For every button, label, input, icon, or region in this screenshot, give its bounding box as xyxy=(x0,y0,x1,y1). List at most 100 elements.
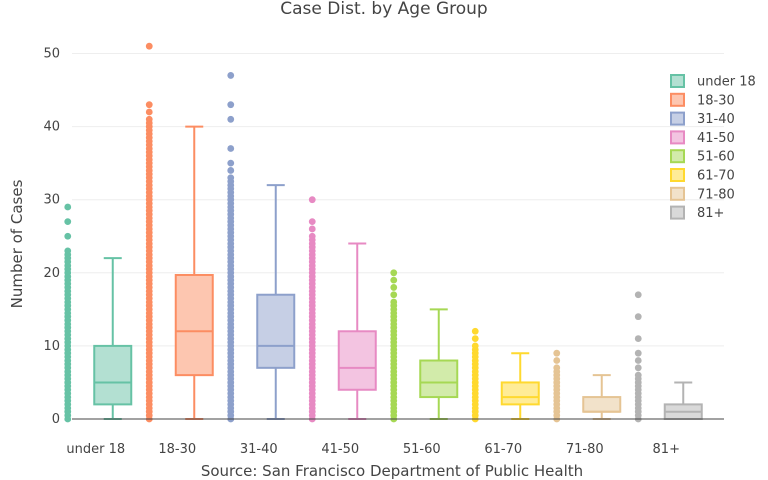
data-points xyxy=(64,42,642,423)
points-51-60 xyxy=(390,269,398,423)
outlier-point xyxy=(390,291,398,299)
outlier-point xyxy=(634,357,642,364)
legend-item-41-50: 41-50 xyxy=(670,130,735,146)
box-81+ xyxy=(663,381,703,421)
outlier-point xyxy=(227,167,235,174)
box-iqr xyxy=(337,330,377,391)
points-under 18 xyxy=(64,203,72,423)
box-41-50 xyxy=(337,242,377,420)
legend-label: 41-50 xyxy=(697,131,735,146)
outlier-point xyxy=(145,108,153,116)
legend-swatch xyxy=(670,74,685,88)
box-31-40 xyxy=(256,184,296,420)
legend-swatch xyxy=(670,149,685,164)
x-tick-label: under 18 xyxy=(66,442,125,457)
outlier-point xyxy=(227,72,235,79)
points-41-50 xyxy=(308,196,316,423)
x-tick-label: 31-40 xyxy=(240,442,278,457)
outlier-point xyxy=(634,291,642,299)
outlier-point xyxy=(634,349,642,357)
box-71-80 xyxy=(582,374,622,420)
legend-item-31-40: 31-40 xyxy=(670,111,735,127)
outlier-point xyxy=(64,203,72,211)
legend-swatch xyxy=(670,111,685,126)
y-tick-label: 10 xyxy=(43,339,60,354)
legend-item-61-70: 61-70 xyxy=(670,168,735,184)
legend-item-71-80: 71-80 xyxy=(670,186,735,202)
y-tick-label: 30 xyxy=(43,193,60,208)
x-tick-label: 51-60 xyxy=(403,442,441,457)
y-axis-ticks: 0 10 20 30 40 50 xyxy=(43,47,60,428)
legend: under 18 18-30 31-40 41-50 51-60 61-70 71-80 81… xyxy=(670,74,756,221)
x-tick-label: 71-80 xyxy=(566,442,604,457)
legend-label: 81+ xyxy=(697,206,724,221)
box-51-60 xyxy=(419,308,459,420)
outlier-point xyxy=(227,101,235,109)
outlier-point xyxy=(634,335,642,342)
legend-item-18-30: 18-30 xyxy=(670,92,735,108)
box-iqr xyxy=(419,359,459,399)
outlier-point xyxy=(634,371,642,379)
outlier-point xyxy=(227,115,235,123)
outlier-point xyxy=(471,335,479,342)
x-tick-label: 41-50 xyxy=(321,442,359,457)
y-tick-label: 40 xyxy=(43,120,60,135)
outlier-point xyxy=(308,196,316,204)
legend-item-under 18: under 18 xyxy=(670,74,756,90)
outlier-point xyxy=(308,225,316,233)
points-31-40 xyxy=(227,72,235,423)
outlier-point xyxy=(390,269,398,277)
x-tick-label: 61-70 xyxy=(484,442,522,457)
legend-swatch xyxy=(670,205,685,220)
y-axis-title: Number of Cases xyxy=(8,179,26,308)
outlier-point xyxy=(227,159,235,167)
outlier-point xyxy=(390,298,398,306)
points-18-30 xyxy=(145,42,153,423)
legend-item-51-60: 51-60 xyxy=(670,149,735,165)
outlier-point xyxy=(553,349,561,357)
box-iqr xyxy=(174,273,214,377)
outlier-point xyxy=(145,115,153,123)
box-iqr xyxy=(582,396,622,413)
legend-label: 31-40 xyxy=(697,112,735,127)
outlier-point xyxy=(553,364,561,372)
points-61-70 xyxy=(471,327,479,423)
outlier-point xyxy=(145,101,153,109)
box-iqr xyxy=(93,344,133,406)
outlier-point xyxy=(64,247,72,255)
outlier-point xyxy=(64,232,72,240)
outlier-point xyxy=(390,284,398,291)
outlier-point xyxy=(390,276,398,284)
y-tick-label: 50 xyxy=(43,47,60,62)
x-tick-label: 81+ xyxy=(653,442,680,457)
y-tick-label: 20 xyxy=(43,266,60,281)
legend-label: 51-60 xyxy=(697,150,735,165)
outlier-point xyxy=(471,327,479,335)
x-axis-title: Source: San Francisco Department of Publ… xyxy=(201,462,583,480)
outlier-point xyxy=(553,357,561,364)
points-71-80 xyxy=(553,349,561,423)
outlier-point xyxy=(308,218,316,226)
x-tick-label: 18-30 xyxy=(158,442,196,457)
outlier-point xyxy=(634,364,642,372)
outlier-point xyxy=(308,232,316,240)
legend-item-81+: 81+ xyxy=(670,205,724,221)
y-tick-label: 0 xyxy=(52,412,60,427)
outlier-point xyxy=(471,342,479,350)
chart-title: Case Dist. by Age Group xyxy=(280,0,487,19)
legend-swatch xyxy=(670,186,685,201)
legend-label: under 18 xyxy=(697,75,756,90)
outlier-point xyxy=(227,145,235,152)
legend-label: 18-30 xyxy=(697,93,735,108)
outlier-point xyxy=(227,174,235,182)
legend-swatch xyxy=(670,168,685,182)
gridlines xyxy=(72,53,724,347)
legend-swatch xyxy=(670,92,685,107)
outlier-point xyxy=(634,313,642,321)
points-81+ xyxy=(634,291,642,423)
outlier-point xyxy=(64,218,72,226)
box-iqr xyxy=(256,293,296,369)
legend-label: 71-80 xyxy=(697,187,735,202)
box-under 18 xyxy=(93,257,133,420)
